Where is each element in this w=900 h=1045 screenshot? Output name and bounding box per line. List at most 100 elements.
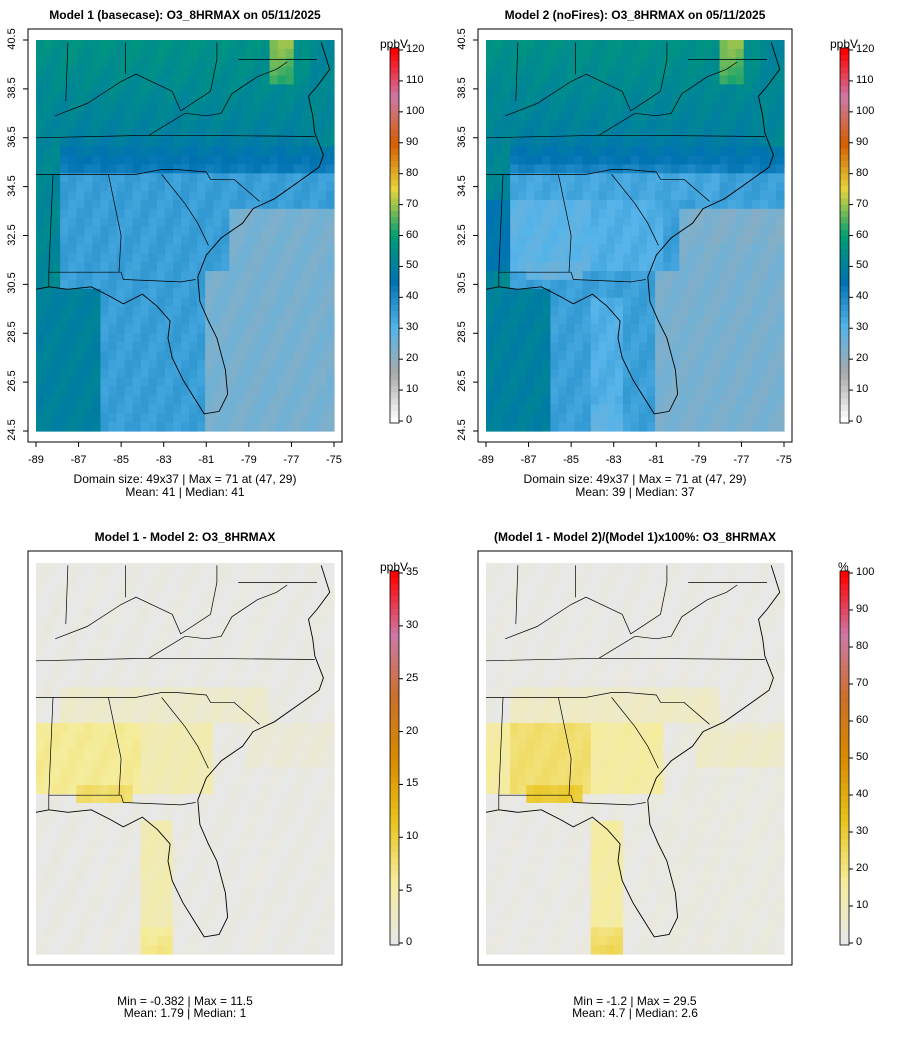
raster-cell <box>510 404 519 414</box>
raster-cell <box>116 598 126 609</box>
raster-cell <box>52 634 61 644</box>
raster-cell <box>590 93 600 103</box>
raster-cell <box>269 900 279 911</box>
raster-cell <box>719 217 729 228</box>
raster-cell <box>60 927 69 937</box>
raster-cell <box>76 829 85 840</box>
raster-cell <box>148 253 158 263</box>
raster-cell <box>687 84 696 94</box>
raster-cell <box>759 146 769 157</box>
raster-cell <box>116 404 126 414</box>
raster-cell <box>92 66 102 77</box>
raster-cell <box>205 580 214 591</box>
raster-cell <box>518 368 527 379</box>
raster-cell <box>735 386 745 397</box>
raster-cell <box>164 199 174 210</box>
raster-cell <box>253 767 263 777</box>
raster-cell <box>132 244 142 254</box>
raster-cell <box>237 882 246 893</box>
raster-cell <box>148 945 158 955</box>
raster-cell <box>229 678 238 689</box>
raster-cell <box>140 802 150 813</box>
raster-cell <box>116 342 126 352</box>
raster-cell <box>221 829 230 840</box>
raster-cell <box>245 820 255 831</box>
raster-cell <box>68 634 77 644</box>
raster-cell <box>574 377 584 388</box>
raster-cell <box>132 199 142 210</box>
raster-cell <box>261 651 271 662</box>
raster-cell <box>76 669 85 680</box>
raster-cell <box>277 660 287 671</box>
raster-cell <box>124 802 134 813</box>
raster-cell <box>148 767 158 777</box>
raster-cell <box>494 288 503 299</box>
raster-cell <box>293 651 303 662</box>
raster-cell <box>108 634 118 644</box>
raster-cell <box>285 642 295 653</box>
raster-cell <box>309 111 319 121</box>
raster-cell <box>743 413 753 423</box>
raster-cell <box>148 368 158 379</box>
raster-cell <box>614 288 624 299</box>
raster-cell <box>301 829 311 840</box>
raster-cell <box>116 146 126 157</box>
raster-cell <box>124 271 134 281</box>
raster-cell <box>124 749 134 760</box>
raster-cell <box>317 625 327 635</box>
raster-cell <box>180 767 190 777</box>
raster-cell <box>237 687 246 697</box>
raster-cell <box>309 838 319 848</box>
raster-cell <box>100 705 110 715</box>
raster-cell <box>494 208 503 219</box>
raster-cell <box>197 722 206 733</box>
raster-cell <box>518 137 527 148</box>
raster-cell <box>751 40 761 50</box>
raster-cell <box>180 589 190 600</box>
raster-cell <box>237 625 246 635</box>
raster-cell <box>671 351 680 361</box>
raster-cell <box>269 164 279 174</box>
raster-cell <box>132 111 142 121</box>
raster-cell <box>566 146 576 157</box>
raster-cell <box>253 173 263 183</box>
raster-cell <box>502 137 511 148</box>
raster-cell <box>60 731 69 742</box>
raster-cell <box>36 386 45 397</box>
raster-cell <box>277 722 287 733</box>
raster-cell <box>285 368 295 379</box>
raster-cell <box>148 687 158 697</box>
raster-cell <box>261 84 271 94</box>
raster-cell <box>116 829 126 840</box>
raster-cell <box>486 226 495 237</box>
raster-cell <box>156 687 166 697</box>
raster-cell <box>590 191 600 201</box>
raster-cell <box>253 191 263 201</box>
raster-cell <box>213 244 222 254</box>
raster-cell <box>180 315 190 325</box>
raster-cell <box>253 333 263 343</box>
raster-cell <box>510 395 519 405</box>
raster-cell <box>156 315 166 325</box>
raster-cell <box>695 333 705 343</box>
raster-cell <box>510 271 519 281</box>
raster-cell <box>695 413 705 423</box>
raster-cell <box>703 235 713 245</box>
raster-cell <box>261 900 271 911</box>
raster-cell <box>229 279 238 290</box>
raster-cell <box>245 235 255 245</box>
raster-cell <box>60 936 69 946</box>
raster-cell <box>550 333 560 343</box>
raster-cell <box>205 226 214 237</box>
raster-cell <box>156 820 166 831</box>
raster-cell <box>526 102 535 112</box>
raster-cell <box>687 244 696 254</box>
raster-cell <box>598 226 608 237</box>
raster-cell <box>197 776 206 786</box>
raster-cell <box>494 84 503 94</box>
raster-cell <box>148 758 158 768</box>
raster-cell <box>124 696 134 706</box>
raster-cell <box>116 767 126 777</box>
raster-cell <box>44 847 53 857</box>
raster-cell <box>253 342 263 352</box>
